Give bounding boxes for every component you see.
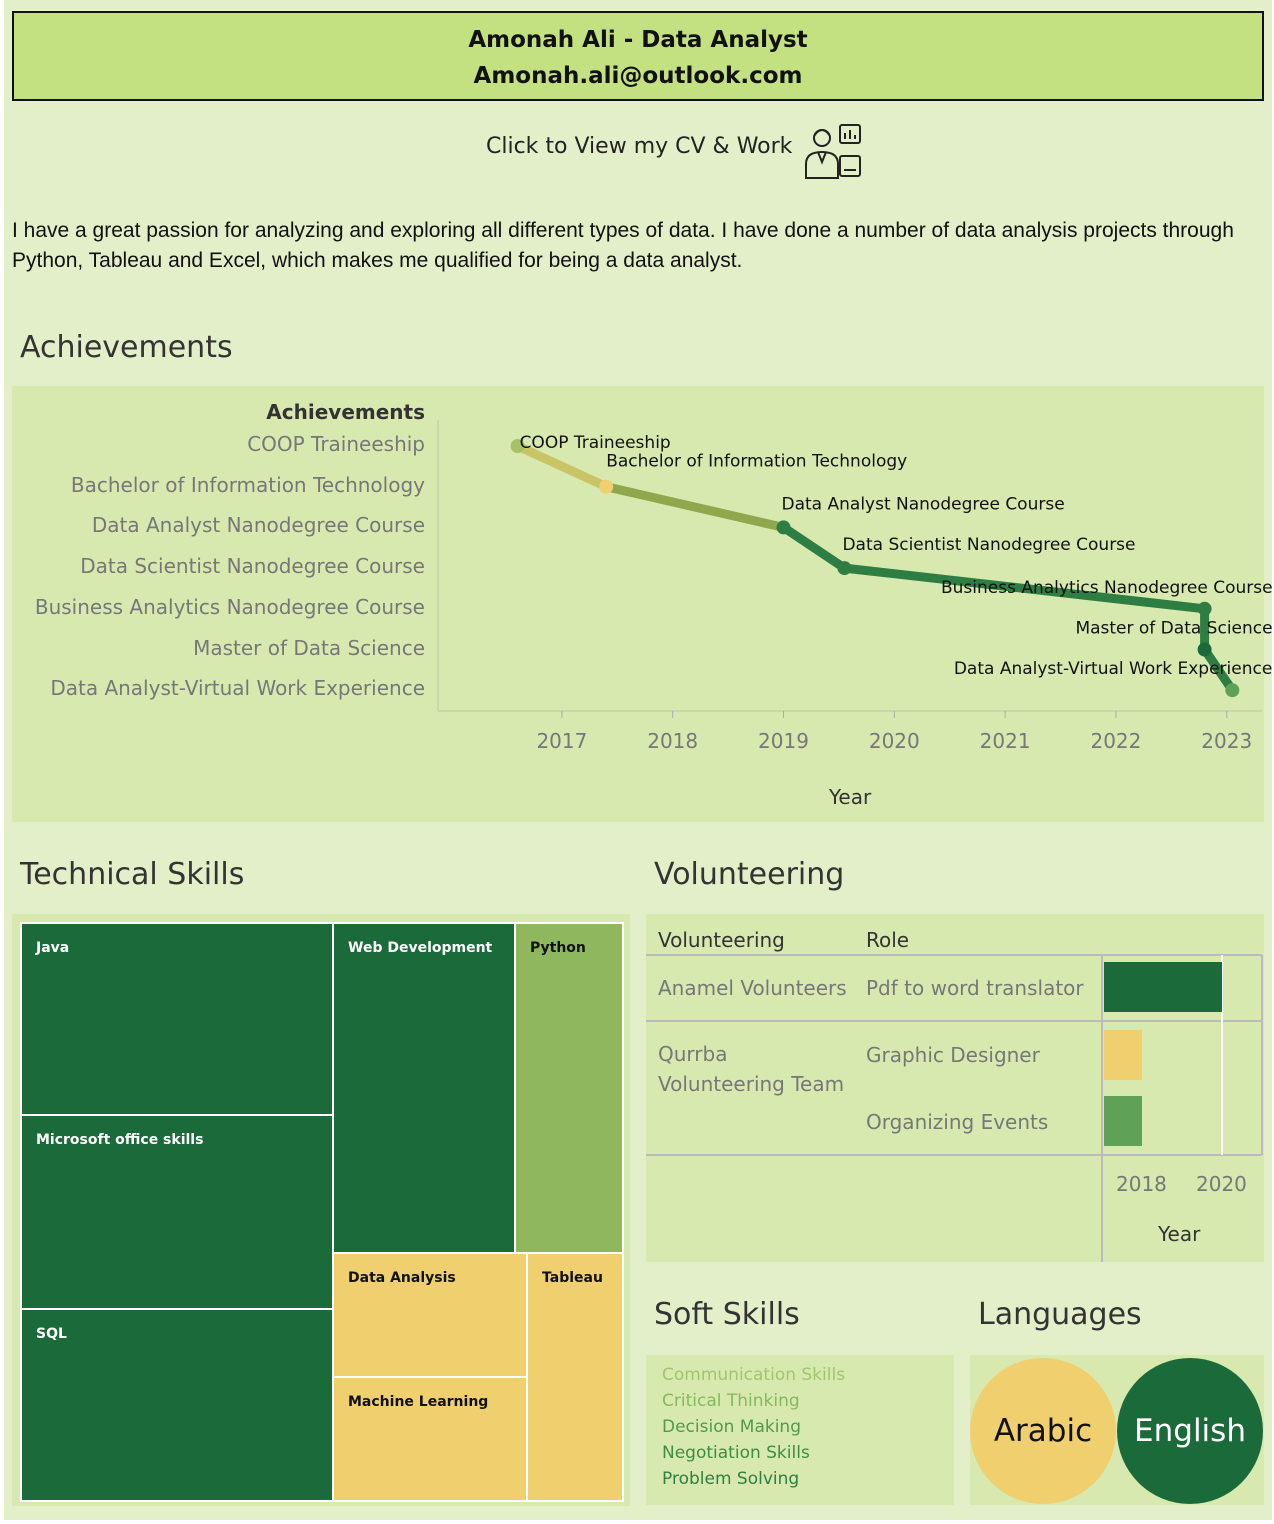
intro-paragraph: I have a great passion for analyzing and…: [12, 219, 1234, 272]
achievement-point: [1197, 642, 1212, 657]
achievement-point: [837, 561, 852, 576]
volunteer-org: Anamel Volunteers: [658, 976, 847, 1000]
gantt-bar-anamel: [1104, 962, 1222, 1012]
achievement-line-segment: [1200, 645, 1237, 695]
x-tick-label: 2018: [647, 729, 698, 753]
x-tick-label: 2020: [869, 729, 920, 753]
x-tick-label: 2017: [536, 729, 587, 753]
achievements-x-title: Year: [828, 785, 872, 809]
soft-skill-item: Decision Making: [662, 1417, 801, 1437]
achievement-point: [1225, 683, 1240, 698]
x-tick-label: 2022: [1090, 729, 1141, 753]
language-bubble-english: [1117, 1358, 1263, 1504]
volunteering-title: Volunteering: [654, 857, 845, 892]
gantt-bar-organizing-events: [1104, 1096, 1142, 1146]
gantt-bar-graphic-designer: [1104, 1030, 1142, 1080]
achievement-data-label: Data Analyst-Virtual Work Experience: [954, 659, 1272, 679]
volunteer-role: Organizing Events: [866, 1110, 1049, 1134]
treemap-cell: Data Analysis: [332, 1252, 528, 1378]
language-label-english: English: [1134, 1413, 1246, 1449]
email-text[interactable]: Amonah.ali@outlook.com: [473, 63, 803, 89]
achievement-line-segment: [839, 563, 1210, 614]
soft-skill-item: Negotiation Skills: [662, 1443, 810, 1463]
x-tick-label: 2021: [980, 729, 1031, 753]
soft-skill-item: Communication Skills: [662, 1365, 846, 1385]
achievement-point: [776, 520, 791, 535]
achievements-title: Achievements: [20, 330, 233, 365]
name-title: Amonah Ali - Data Analyst: [468, 27, 808, 53]
gantt-tick-label: 2020: [1196, 1172, 1247, 1196]
soft-skill-item: Problem Solving: [662, 1469, 800, 1489]
languages-title: Languages: [978, 1297, 1142, 1332]
language-label-arabic: Arabic: [993, 1413, 1093, 1449]
achievement-data-label: Data Scientist Nanodegree Course: [842, 535, 1135, 555]
soft-skills-title: Soft Skills: [654, 1297, 800, 1332]
achievement-point: [1197, 601, 1212, 616]
achievement-point: [599, 479, 614, 494]
achievement-data-label: Master of Data Science: [1075, 619, 1272, 639]
technical-skills-title: Technical Skills: [20, 857, 245, 892]
achievements-panel: [12, 386, 1264, 822]
volunteer-role: Pdf to word translator: [866, 976, 1084, 1000]
achievements-line-chart: 2017 2018 2019 2020 2021 2022 2023 COOP Trainee…: [437, 420, 1273, 753]
treemap-cell: Python: [514, 922, 624, 1254]
treemap-cell: Machine Learning: [332, 1376, 528, 1502]
achievement-line-segment: [513, 441, 611, 492]
achievement-data-label: Bachelor of Information Technology: [606, 452, 907, 472]
analyst-person-icon[interactable]: [802, 122, 866, 184]
x-tick-label: 2019: [758, 729, 809, 753]
language-bubble-arabic: [970, 1358, 1116, 1504]
volunteering-col-header: Volunteering: [658, 928, 785, 952]
achievement-axis-label: Bachelor of Information Technology: [70, 472, 425, 497]
achievement-axis-label: Business Analytics Nanodegree Course: [34, 594, 425, 619]
treemap-cell: SQL: [20, 1308, 334, 1502]
treemap-cell: Tableau: [526, 1252, 624, 1502]
achievement-point: [510, 439, 525, 453]
achievement-axis-label: Data Analyst Nanodegree Course: [91, 513, 425, 538]
achievement-line-segment: [601, 482, 789, 532]
achievement-data-label: COOP Traineeship: [520, 433, 671, 453]
achievement-axis-label: COOP Traineeship: [247, 432, 425, 456]
achievement-axis-label: Data Analyst-Virtual Work Experience: [50, 676, 425, 701]
achievement-data-label: Business Analytics Nanodegree Course: [941, 578, 1273, 598]
achievement-data-label: Data Analyst Nanodegree Course: [782, 494, 1065, 514]
achievement-axis-label: Data Scientist Nanodegree Course: [80, 554, 425, 579]
view-cv-link[interactable]: Click to View my CV & Work: [486, 134, 793, 159]
gantt-tick-label: 2018: [1116, 1172, 1167, 1196]
gantt-x-title: Year: [1158, 1222, 1201, 1246]
volunteer-org: Qurrba: [658, 1042, 728, 1066]
achievement-line-segment: [779, 522, 849, 573]
volunteer-org: Volunteering Team: [658, 1072, 845, 1096]
treemap-cell: Web Development: [332, 922, 516, 1254]
soft-skills-panel: [646, 1355, 954, 1505]
profile-header: Amonah Ali - Data Analyst Amonah.ali@out…: [12, 11, 1264, 101]
volunteer-role: Graphic Designer: [866, 1043, 1040, 1067]
achievement-axis-label: Master of Data Science: [193, 635, 425, 660]
role-col-header: Role: [866, 928, 910, 952]
soft-skill-item: Critical Thinking: [662, 1391, 800, 1411]
x-tick-label: 2023: [1201, 729, 1252, 753]
volunteering-gantt: [646, 954, 1263, 1262]
achievements-axis-title: Achievements: [266, 400, 425, 424]
